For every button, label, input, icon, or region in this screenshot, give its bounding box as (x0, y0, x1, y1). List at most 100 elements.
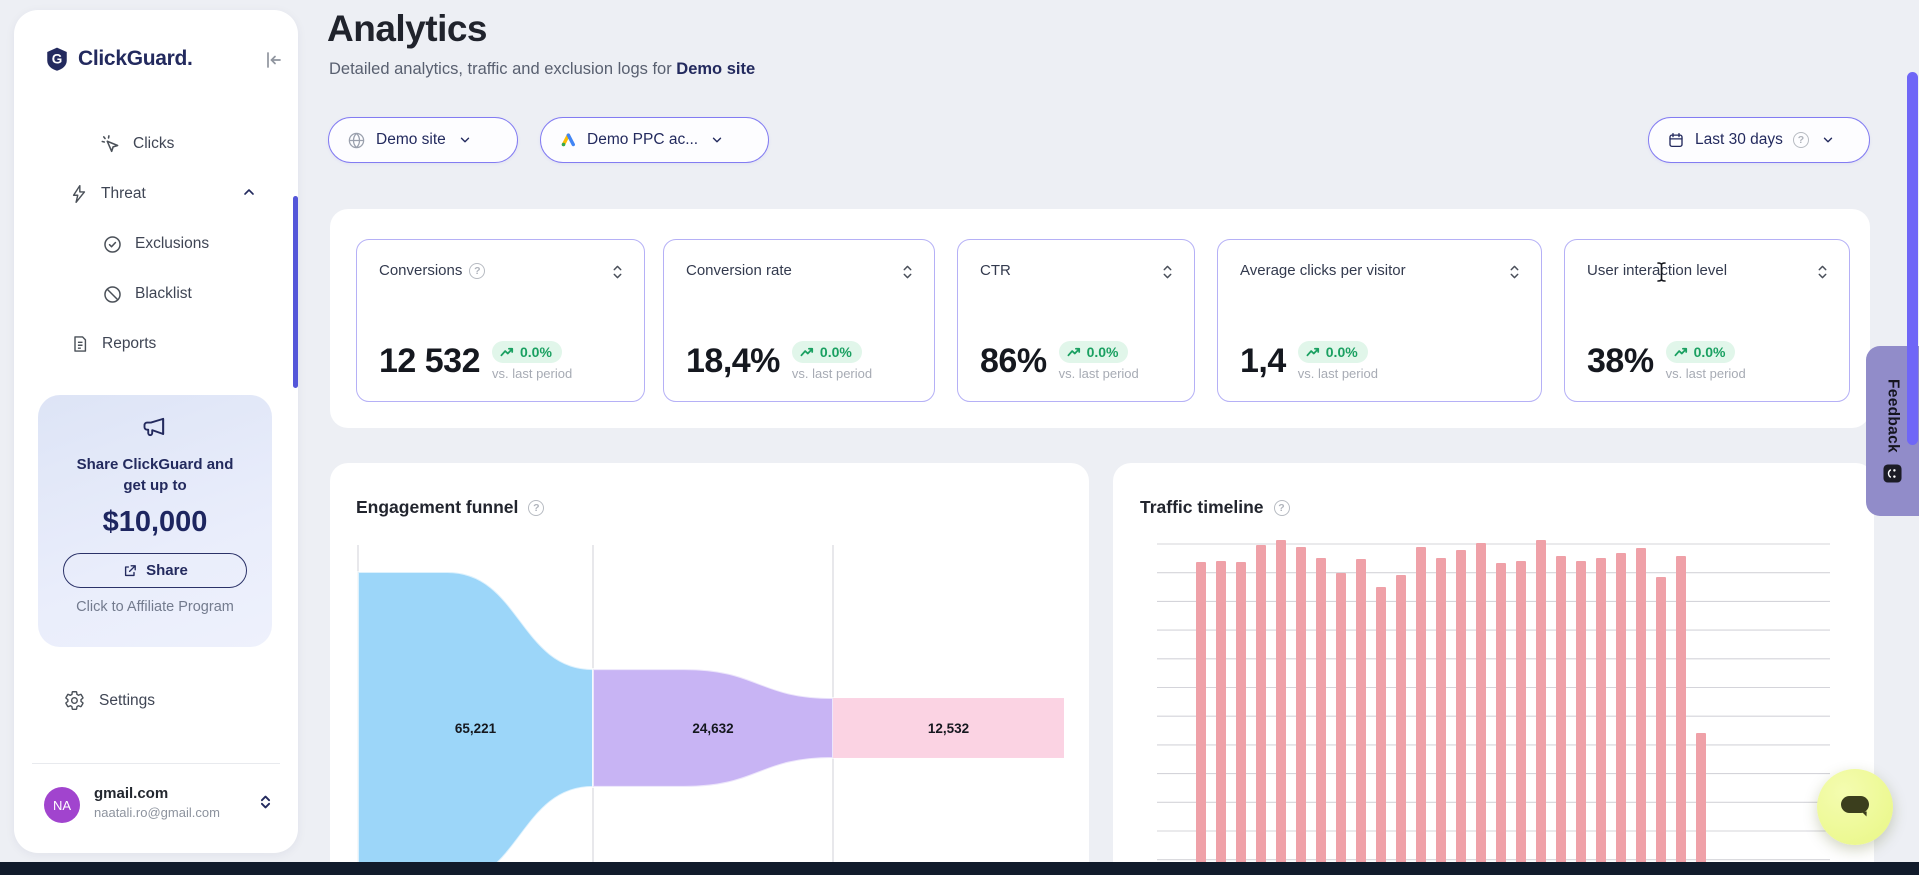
page-subtitle: Detailed analytics, traffic and exclusio… (329, 60, 755, 79)
external-link-icon (122, 563, 138, 579)
bottom-system-bar (0, 862, 1919, 875)
sidebar-item-blacklist[interactable]: Blacklist (102, 274, 192, 314)
promo-text-line2: get up to (123, 477, 187, 494)
sidebar-collapse-icon[interactable] (264, 50, 284, 75)
chevron-down-icon (458, 133, 472, 147)
affiliate-promo-card: Share ClickGuard and get up to $10,000 S… (38, 395, 272, 647)
sidebar-item-threat[interactable]: Threat (69, 174, 269, 214)
sidebar-item-label: Threat (101, 185, 146, 202)
traffic-chart-title: Traffic timeline (1140, 497, 1264, 517)
sidebar-item-label: Settings (99, 691, 156, 709)
traffic-timeline-chart (1157, 540, 1830, 875)
megaphone-icon (38, 413, 272, 446)
chevron-up-icon[interactable] (241, 184, 257, 205)
chevron-down-icon (1821, 133, 1835, 147)
clickguard-logo[interactable]: G ClickGuard. (44, 46, 193, 72)
promo-text-line1: Share ClickGuard and (76, 456, 234, 473)
globe-icon (347, 131, 366, 150)
sidebar: G ClickGuard. Clicks Threat (14, 10, 298, 853)
help-icon[interactable]: ? (1792, 132, 1809, 148)
ppc-account-dropdown[interactable]: Demo PPC ac... (540, 117, 769, 163)
sidebar-item-exclusions[interactable]: Exclusions (102, 224, 209, 264)
svg-text:G: G (52, 52, 63, 67)
share-button[interactable]: Share (63, 553, 247, 588)
trend-badge: 0.0% (492, 341, 562, 363)
sidebar-item-reports[interactable]: Reports (70, 324, 156, 364)
help-icon[interactable]: ? (528, 499, 545, 516)
site-selector-value: Demo site (376, 131, 446, 148)
document-icon (70, 334, 90, 354)
funnel-chart-title: Engagement funnel (356, 497, 519, 517)
page-title: Analytics (327, 8, 488, 49)
kpi-label: Conversion rate (686, 262, 792, 279)
vs-last-period-label: vs. last period (492, 366, 573, 381)
kpi-value: 1,4 (1240, 342, 1286, 380)
sort-metric-icon[interactable] (901, 264, 914, 285)
sort-metric-icon[interactable] (1508, 264, 1521, 285)
kpi-label: Average clicks per visitor (1240, 262, 1406, 279)
feedback-label: Feedback (1884, 378, 1902, 453)
site-selector-dropdown[interactable]: Demo site (328, 117, 518, 163)
kpi-card-avg-clicks: Average clicks per visitor 1,4 0.0% vs. … (1217, 239, 1542, 402)
calendar-icon (1667, 131, 1685, 149)
sidebar-item-clicks[interactable]: Clicks (99, 124, 174, 164)
svg-text:12,532: 12,532 (928, 721, 969, 736)
date-range-value: Last 30 days (1695, 131, 1783, 148)
ban-icon (102, 284, 123, 305)
affiliate-link[interactable]: Click to Affiliate Program (76, 599, 234, 615)
kpi-label: Conversions (379, 262, 463, 279)
sidebar-item-label: Exclusions (135, 235, 210, 252)
engagement-funnel-chart: 65,221 24,632 12,532 (357, 545, 1064, 875)
kpi-card-ctr: CTR 86% 0.0% vs. last period (957, 239, 1195, 402)
kpi-card-conversion-rate: Conversion rate 18,4% 0.0% vs. last peri… (663, 239, 935, 402)
account-switcher[interactable]: NA gmail.com naatali.ro@gmail.com (44, 785, 274, 837)
kpi-label: CTR (980, 262, 1011, 279)
trend-badge: 0.0% (1297, 341, 1368, 363)
help-icon[interactable]: ? (469, 262, 486, 279)
account-name: gmail.com (94, 785, 169, 802)
svg-text:24,632: 24,632 (692, 721, 733, 736)
trend-badge: 0.0% (1665, 341, 1736, 363)
kpi-card-conversions: Conversions ? 12 532 0.0% vs. last perio… (356, 239, 645, 402)
subtitle-site-name: Demo site (676, 60, 756, 78)
account-email: naatali.ro@gmail.com (94, 805, 220, 820)
sidebar-item-label: Blacklist (135, 285, 192, 302)
feedback-smiley-icon (1883, 464, 1902, 483)
kpi-value: 86% (980, 342, 1047, 380)
sidebar-scroll-indicator[interactable] (293, 196, 298, 388)
logo-text: ClickGuard. (78, 47, 193, 70)
svg-text:65,221: 65,221 (455, 721, 497, 736)
badge-check-icon (102, 234, 123, 255)
sort-metric-icon[interactable] (1161, 264, 1174, 285)
engagement-funnel-card: Engagement funnel ? 65,221 24,632 12,532 (330, 463, 1089, 875)
subtitle-text: Detailed analytics, traffic and exclusio… (329, 60, 677, 78)
share-button-label: Share (146, 562, 188, 579)
vs-last-period-label: vs. last period (791, 366, 873, 381)
page-scrollbar[interactable] (1907, 72, 1918, 445)
trend-badge: 0.0% (1058, 341, 1129, 363)
traffic-timeline-card: Traffic timeline ? (1113, 463, 1874, 875)
sidebar-item-label: Clicks (133, 135, 175, 152)
kpi-value: 12 532 (379, 342, 481, 380)
kpi-label: User interaction level (1587, 262, 1728, 279)
sidebar-item-settings[interactable]: Settings (64, 690, 155, 711)
chat-launcher-button[interactable] (1817, 769, 1893, 845)
kpi-value: 18,4% (686, 342, 780, 380)
kpi-card-interaction-level: User interaction level 38% 0.0% vs. last… (1564, 239, 1850, 402)
vs-last-period-label: vs. last period (1297, 366, 1378, 381)
help-icon[interactable]: ? (1273, 499, 1290, 516)
gear-icon (64, 690, 85, 711)
kpi-value: 38% (1587, 342, 1654, 380)
select-chevrons-icon (258, 793, 273, 816)
sidebar-item-label: Reports (102, 335, 157, 352)
sort-metric-icon[interactable] (611, 264, 624, 285)
sort-metric-icon[interactable] (1816, 264, 1829, 285)
chat-bubble-icon (1838, 792, 1872, 822)
date-range-dropdown[interactable]: Last 30 days ? (1648, 117, 1870, 163)
vs-last-period-label: vs. last period (1058, 366, 1139, 381)
trend-badge: 0.0% (791, 341, 862, 363)
ppc-account-value: Demo PPC ac... (587, 131, 699, 148)
cursor-click-icon (99, 133, 121, 155)
kpi-panel: Conversions ? 12 532 0.0% vs. last perio… (330, 209, 1870, 428)
